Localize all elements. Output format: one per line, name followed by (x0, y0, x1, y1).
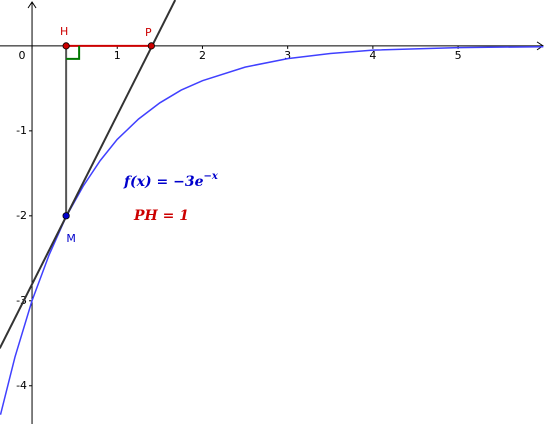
x-tick-label: 0 (19, 49, 26, 62)
tangent-line (0, 0, 177, 349)
y-tick-label: -2 (16, 209, 27, 222)
point (147, 42, 155, 50)
x-tick-label: 1 (114, 49, 121, 62)
point-label: M (66, 232, 76, 245)
annotation: PH = 1 (133, 208, 189, 224)
formula-base: f(x) = −3e (123, 174, 204, 190)
right-angle-marker (66, 45, 81, 60)
y-tick-label: -3 (16, 294, 27, 307)
x-tick-label: 2 (199, 49, 206, 62)
point (62, 212, 70, 220)
plot-area (0, 0, 544, 415)
formula: f(x) = −3e−x (123, 171, 219, 191)
point (62, 42, 70, 50)
y-tick-label: -4 (16, 379, 27, 392)
x-tick-label: 3 (284, 49, 291, 62)
point-label: P (145, 26, 152, 39)
x-axis-arrow (536, 41, 544, 51)
x-tick-label: 5 (455, 49, 462, 62)
function-curve (0, 45, 544, 415)
x-tick-label: 4 (369, 49, 376, 62)
point-label: H (60, 25, 68, 38)
y-axis-arrow (27, 1, 37, 9)
y-tick-label: -1 (16, 124, 27, 137)
formula-exponent: −x (203, 171, 218, 182)
